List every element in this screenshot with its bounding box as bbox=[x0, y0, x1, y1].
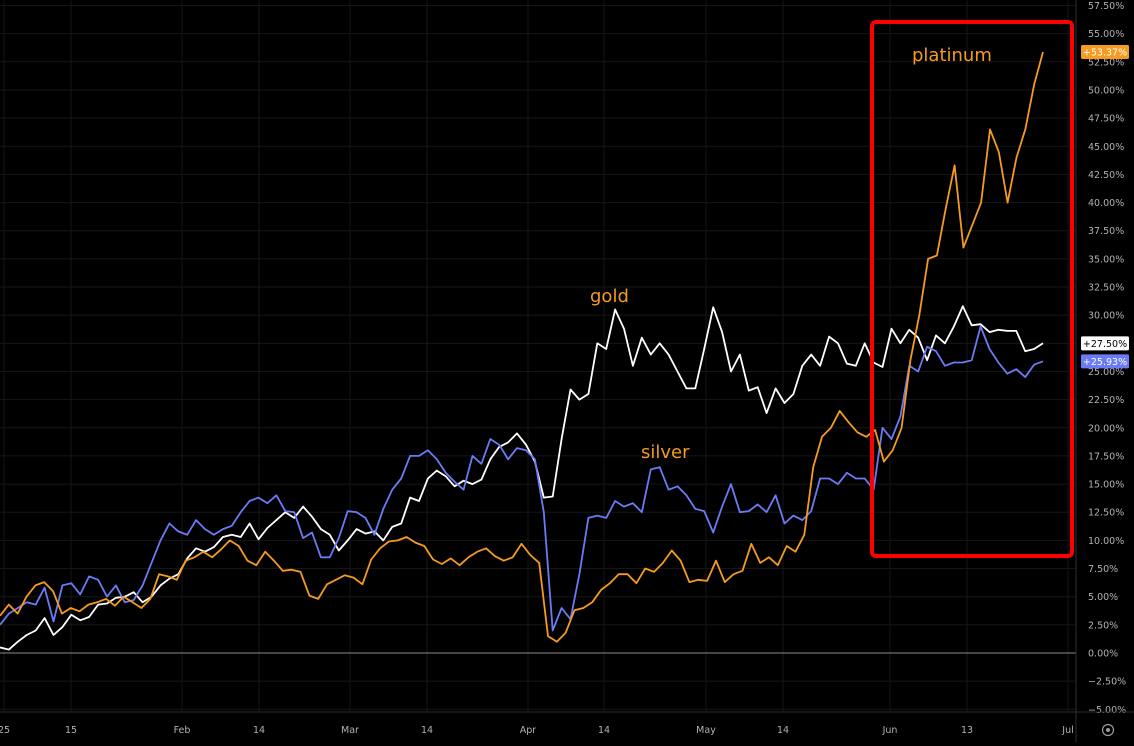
annotation-platinum: platinum bbox=[912, 45, 992, 66]
y-tick-label: 10.00% bbox=[1088, 536, 1124, 547]
y-tick-label: 47.50% bbox=[1088, 114, 1124, 125]
y-tick-label: −5.00% bbox=[1088, 705, 1126, 716]
x-tick-label: 14 bbox=[777, 725, 789, 736]
y-tick-label: 2.50% bbox=[1088, 620, 1118, 631]
x-tick-label: 15 bbox=[65, 725, 77, 736]
x-tick-label: 14 bbox=[421, 725, 433, 736]
gear-icon-center bbox=[1106, 728, 1110, 732]
annotation-gold: gold bbox=[590, 286, 629, 307]
last-value-label-gold: +27.50% bbox=[1083, 339, 1127, 350]
x-tick-label: Jul bbox=[1061, 725, 1073, 736]
y-tick-label: 17.50% bbox=[1088, 451, 1124, 462]
y-tick-label: 57.50% bbox=[1088, 1, 1124, 12]
y-tick-label: 32.50% bbox=[1088, 283, 1124, 294]
series-line-platinum[interactable] bbox=[0, 51, 1044, 643]
y-tick-label: 15.00% bbox=[1088, 480, 1124, 491]
x-tick-label: 13 bbox=[961, 725, 973, 736]
x-tick-label: Apr bbox=[520, 725, 537, 736]
x-tick-label: Feb bbox=[174, 725, 191, 736]
series-line-gold[interactable] bbox=[0, 305, 1044, 651]
annotation-layer: platinum gold silver bbox=[590, 20, 1074, 558]
y-tick-label: 7.50% bbox=[1088, 564, 1118, 575]
y-tick-label: 25.00% bbox=[1088, 367, 1124, 378]
y-tick-label: 0.00% bbox=[1088, 649, 1118, 660]
y-tick-label: 50.00% bbox=[1088, 85, 1124, 96]
x-tick-label: May bbox=[696, 725, 716, 736]
x-tick-label: 14 bbox=[253, 725, 265, 736]
x-tick-label: 25 bbox=[0, 725, 10, 736]
y-tick-label: 5.00% bbox=[1088, 592, 1118, 603]
x-tick-label: Mar bbox=[341, 725, 359, 736]
y-tick-label: 20.00% bbox=[1088, 423, 1124, 434]
last-value-badge-platinum bbox=[1081, 45, 1129, 60]
x-tick-label: 14 bbox=[598, 725, 610, 736]
y-tick-label: 12.50% bbox=[1088, 508, 1124, 519]
y-tick-label: 45.00% bbox=[1088, 142, 1124, 153]
series-line-silver[interactable] bbox=[0, 325, 1044, 632]
last-value-label-platinum: +53.37% bbox=[1083, 48, 1127, 59]
series-layer bbox=[0, 51, 1044, 651]
y-tick-label: 37.50% bbox=[1088, 226, 1124, 237]
settings-button[interactable] bbox=[1101, 723, 1115, 737]
grid-lines bbox=[0, 0, 1076, 712]
x-axis[interactable]: 25 15 Feb 14 Mar 14 Apr 14 May 14 Jun 13 Jul bbox=[0, 711, 1134, 736]
y-tick-label: 42.50% bbox=[1088, 170, 1124, 181]
y-tick-label: 22.50% bbox=[1088, 395, 1124, 406]
y-tick-label: 30.00% bbox=[1088, 311, 1124, 322]
y-tick-label: 40.00% bbox=[1088, 198, 1124, 209]
last-value-label-silver: +25.93% bbox=[1083, 357, 1127, 368]
y-tick-label: 35.00% bbox=[1088, 254, 1124, 265]
last-value-badge-silver bbox=[1081, 354, 1129, 369]
gear-icon[interactable] bbox=[1101, 723, 1115, 737]
y-tick-label: 55.00% bbox=[1088, 29, 1124, 40]
last-value-badge-gold bbox=[1081, 336, 1129, 351]
annotation-silver: silver bbox=[641, 442, 690, 463]
y-axis[interactable]: 57.50% 55.00% 52.50% 50.00% 47.50% 45.00% 42.5… bbox=[1075, 0, 1129, 742]
highlight-box bbox=[870, 20, 1074, 558]
y-tick-label: 52.50% bbox=[1088, 57, 1124, 68]
x-tick-label: Jun bbox=[882, 725, 898, 736]
y-tick-label: −2.50% bbox=[1088, 677, 1126, 688]
